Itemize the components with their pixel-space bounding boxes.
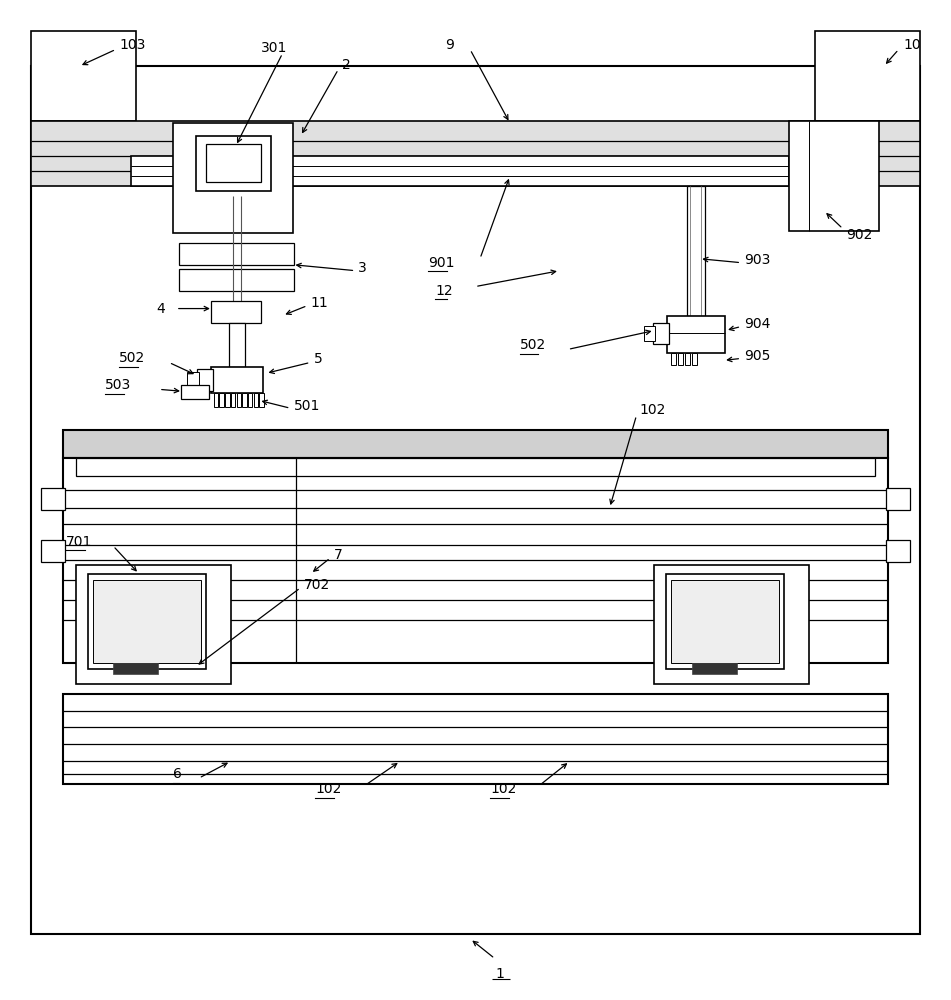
Bar [31,66,920,934]
Bar [173,123,293,233]
Text: 4: 4 [156,302,165,316]
Bar [644,326,655,341]
Text: 10: 10 [903,38,922,52]
Bar [113,663,158,674]
Text: 903: 903 [745,253,770,267]
Bar [211,367,262,393]
Bar [667,574,784,669]
Bar [179,243,294,265]
Bar [31,121,920,186]
Text: 702: 702 [303,578,330,592]
Bar [654,565,809,684]
Bar [186,372,199,388]
Text: 102: 102 [639,403,666,417]
Bar [692,663,737,674]
Bar [197,369,213,391]
Text: 12: 12 [436,284,453,298]
Bar [41,540,66,562]
Bar [229,323,244,367]
Text: 5: 5 [314,352,322,366]
Text: 501: 501 [294,399,320,413]
Bar [93,580,201,663]
Bar [31,31,136,121]
Text: 904: 904 [745,317,770,331]
Bar [231,393,235,407]
Text: 102: 102 [490,782,516,796]
Bar [63,430,888,458]
Bar [815,31,920,121]
Text: 6: 6 [173,767,182,781]
Bar [205,144,261,182]
Text: 301: 301 [261,41,287,55]
Text: 1: 1 [495,967,504,981]
Bar [211,301,261,323]
Bar [196,136,271,191]
Text: 905: 905 [745,349,770,363]
Bar [88,574,205,669]
Bar [678,353,684,365]
Text: 902: 902 [846,228,872,242]
Bar [237,393,241,407]
Text: 102: 102 [316,782,341,796]
Bar [789,121,879,231]
Bar [248,393,252,407]
Bar [260,393,263,407]
Bar [131,156,789,186]
Bar [688,186,706,316]
Bar [214,393,218,407]
Bar [76,565,231,684]
Bar [243,393,246,407]
Bar [671,353,676,365]
Bar [63,694,888,784]
Bar [41,488,66,510]
Text: 11: 11 [310,296,328,310]
Text: 103: 103 [119,38,146,52]
Bar [671,580,779,663]
Bar [63,458,888,663]
Text: 701: 701 [67,535,92,549]
Text: 2: 2 [342,58,351,72]
Bar [225,393,229,407]
Text: 3: 3 [359,261,367,275]
Text: 502: 502 [520,338,546,352]
Bar [668,316,726,353]
Text: 502: 502 [119,351,146,365]
Text: 901: 901 [428,256,455,270]
Bar [653,323,670,344]
Text: 503: 503 [105,378,131,392]
Bar [76,458,875,476]
Bar [220,393,223,407]
Text: 7: 7 [334,548,342,562]
Bar [181,385,209,399]
Bar [686,353,690,365]
Bar [885,488,910,510]
Text: 9: 9 [445,38,454,52]
Bar [179,269,294,291]
Bar [692,353,697,365]
Bar [254,393,258,407]
Bar [885,540,910,562]
